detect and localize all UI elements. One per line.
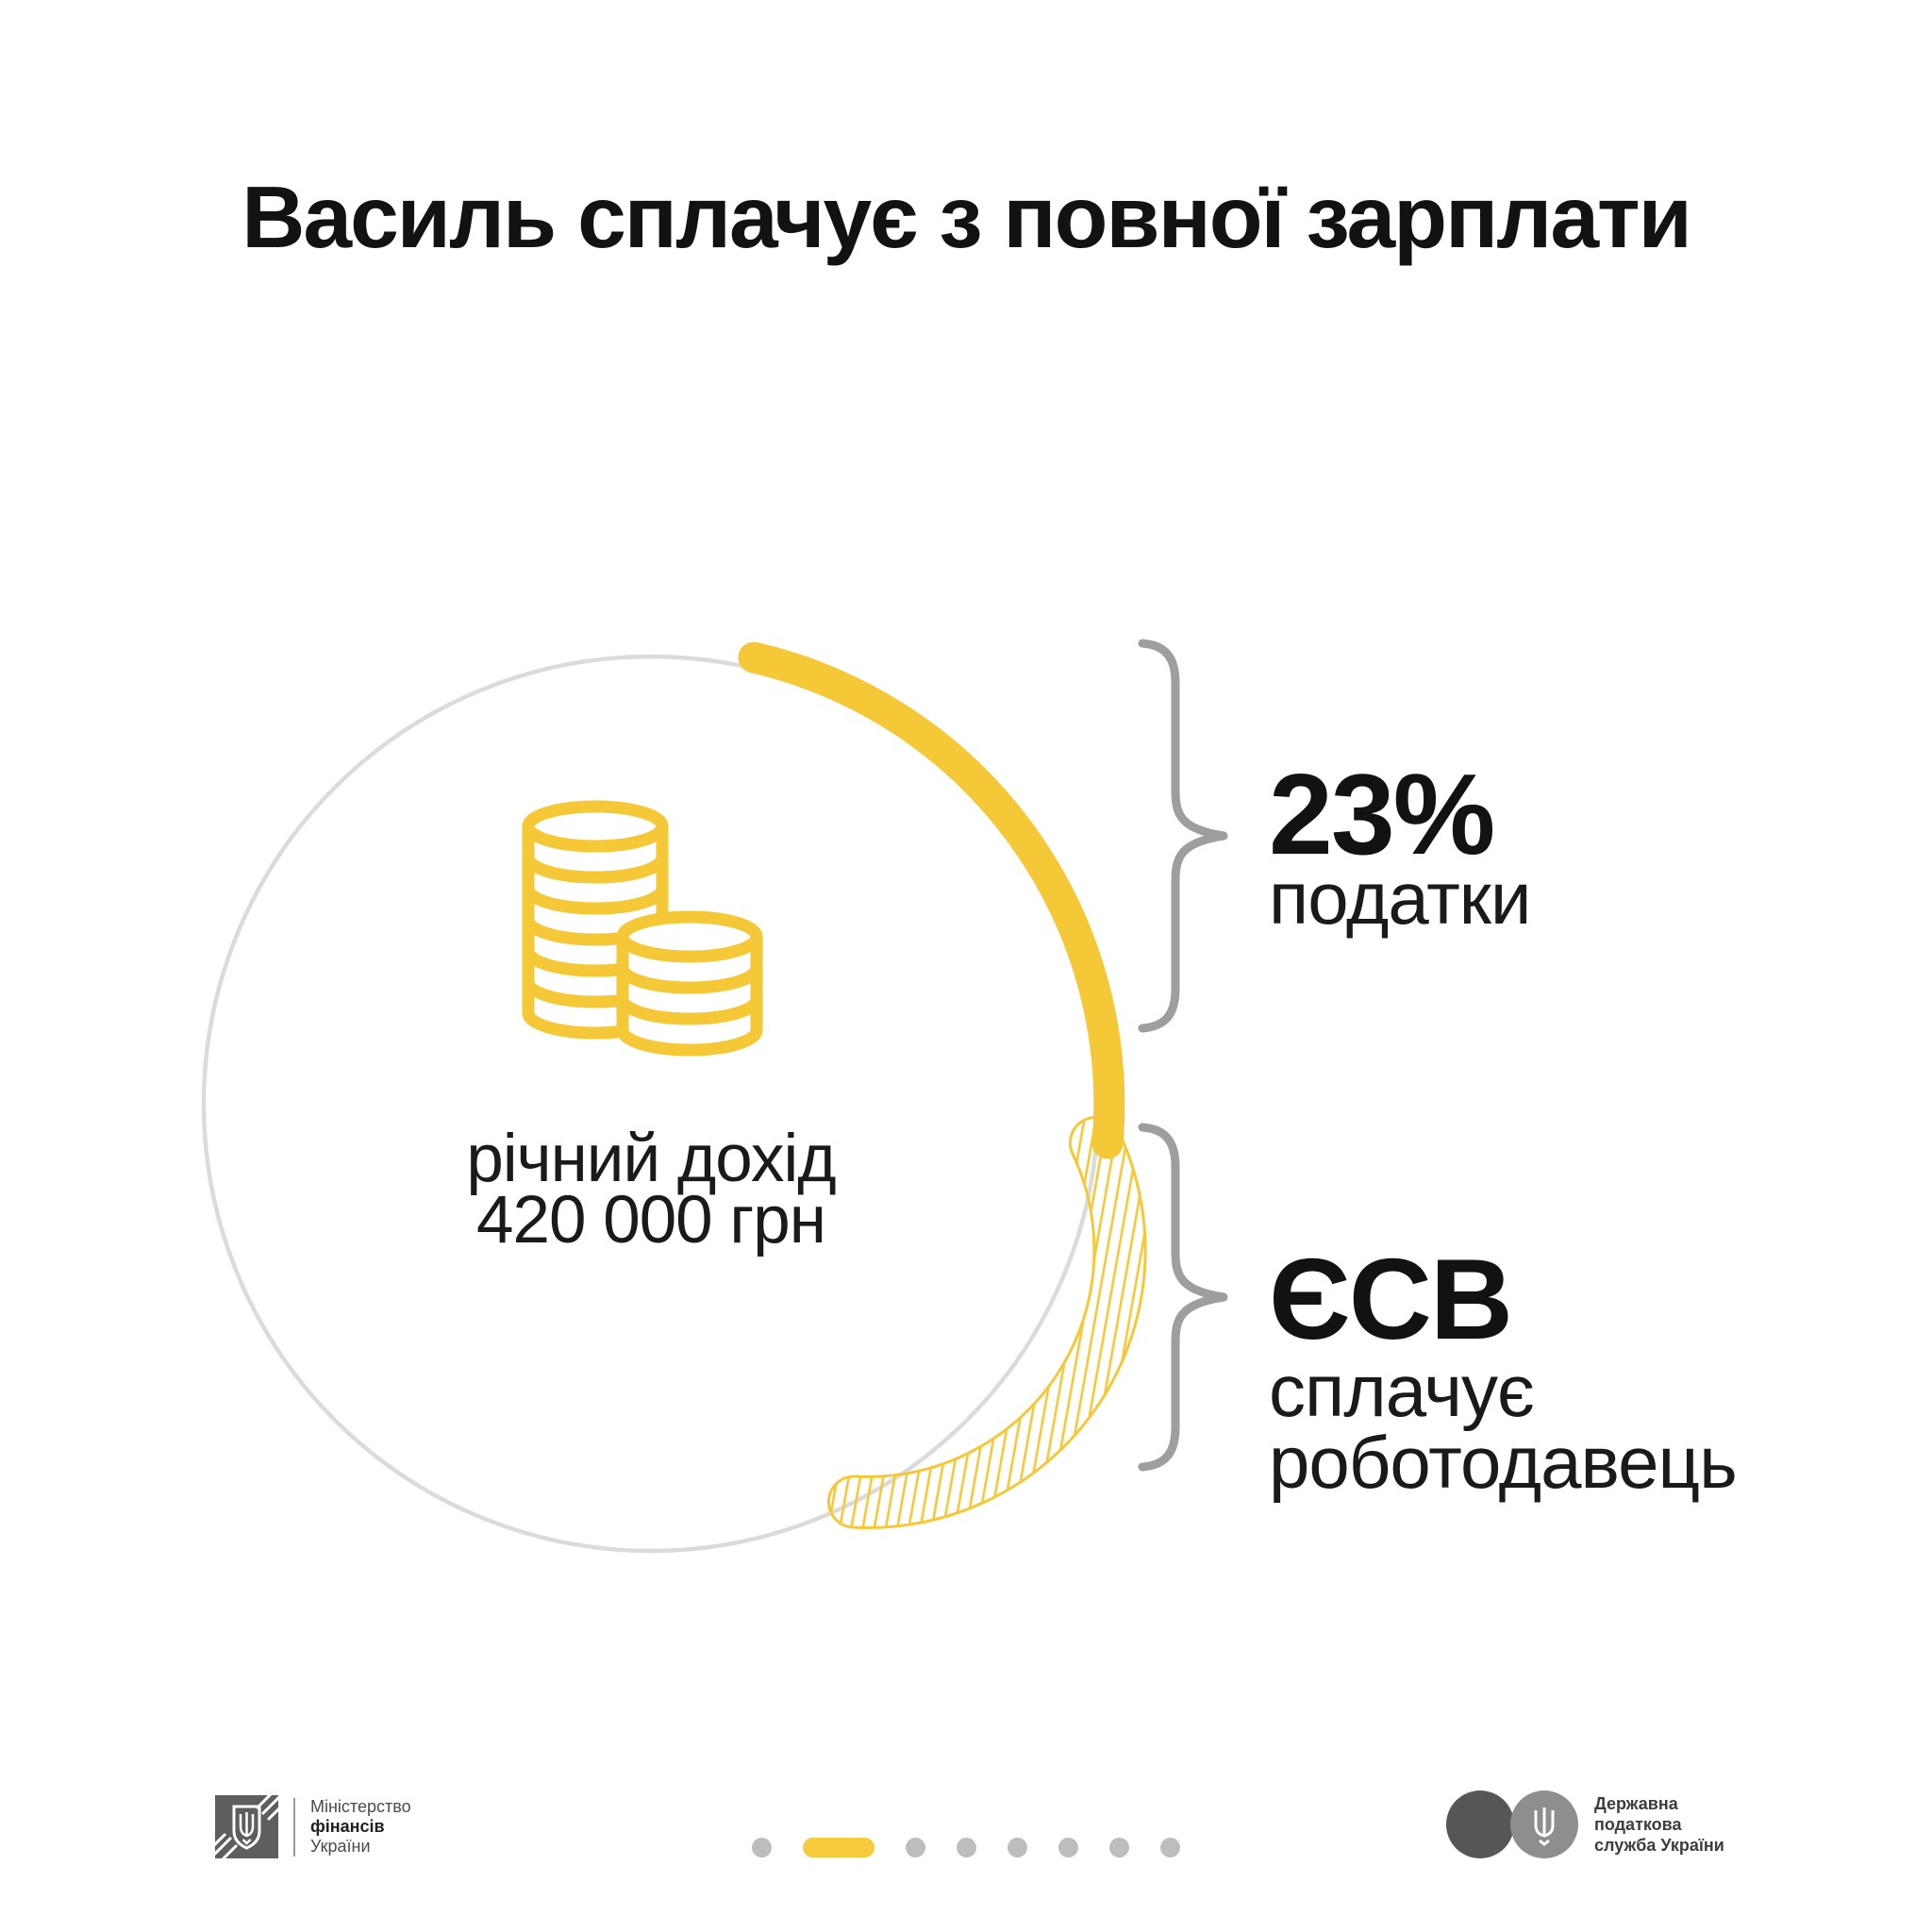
taxes-percent: 23%: [1269, 750, 1495, 878]
esv-arc: [827, 1115, 1147, 1529]
ministry-line1: Міністерство: [310, 1797, 411, 1816]
income-label-line1: річний дохід: [466, 1122, 836, 1196]
tax-service-logo: Державна податкова служба України: [1445, 1789, 1724, 1860]
tax-service-logo-text: Державна податкова служба України: [1594, 1793, 1724, 1856]
pagination-dot-active[interactable]: [803, 1838, 874, 1857]
ministry-logo-text: Міністерство фінансів України: [310, 1797, 411, 1857]
tax-service-line3: служба України: [1594, 1836, 1724, 1855]
esv-callout: ЄСВ сплачує роботодавець: [1269, 1235, 1738, 1504]
ministry-line3: України: [310, 1837, 371, 1856]
tax-service-line1: Державна: [1594, 1794, 1678, 1813]
ministry-logo: Міністерство фінансів України: [215, 1795, 411, 1858]
taxes-label: податки: [1269, 857, 1532, 940]
pagination-dot[interactable]: [906, 1838, 925, 1857]
esv-label-line2: роботодавець: [1269, 1421, 1738, 1504]
pagination-dot[interactable]: [1058, 1838, 1078, 1857]
pagination-dot[interactable]: [957, 1838, 976, 1857]
ministry-emblem-icon: [215, 1795, 278, 1858]
esv-title: ЄСВ: [1269, 1235, 1513, 1363]
esv-label-line1: сплачує: [1269, 1349, 1535, 1432]
taxes-callout: 23% податки: [1269, 750, 1532, 940]
income-label: річний дохід 420 000 грн: [321, 1122, 981, 1257]
pagination-dot[interactable]: [1160, 1838, 1180, 1857]
tax-service-emblem-icon: [1446, 1790, 1578, 1858]
pagination-dot[interactable]: [1109, 1838, 1129, 1857]
trident-icon: [1534, 1807, 1555, 1846]
esv-bracket: [1138, 1123, 1228, 1472]
income-label-line2: 420 000 грн: [476, 1183, 826, 1257]
taxes-arc: [738, 641, 1125, 1159]
pagination-dot[interactable]: [1008, 1838, 1027, 1857]
ministry-line2: фінансів: [310, 1817, 385, 1836]
taxes-bracket: [1138, 639, 1228, 1033]
tax-service-line2: податкова: [1594, 1815, 1682, 1834]
page-title: Василь сплачує з повної зарплати: [242, 168, 1692, 266]
coins-icon: [522, 800, 763, 1057]
logo-divider: [293, 1797, 295, 1857]
pagination-dot[interactable]: [752, 1838, 772, 1857]
pagination: [752, 1838, 1180, 1857]
